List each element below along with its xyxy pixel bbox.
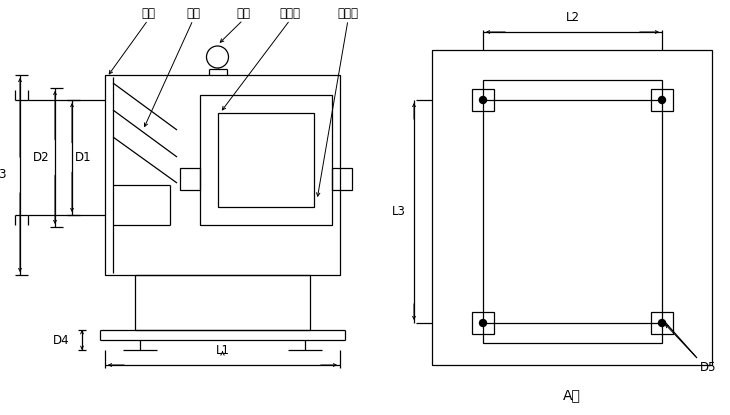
Bar bbox=[472, 89, 494, 111]
Text: 风筒: 风筒 bbox=[141, 7, 155, 20]
Bar bbox=[135, 275, 310, 330]
Circle shape bbox=[658, 320, 666, 327]
Text: D4: D4 bbox=[53, 334, 70, 347]
Bar bbox=[651, 89, 673, 111]
Bar bbox=[105, 75, 340, 275]
Bar bbox=[472, 312, 494, 334]
Circle shape bbox=[480, 97, 486, 103]
Bar bbox=[200, 95, 332, 225]
Bar bbox=[432, 50, 712, 365]
Bar bbox=[332, 168, 352, 190]
Text: D5: D5 bbox=[700, 361, 717, 374]
Circle shape bbox=[480, 320, 486, 327]
Text: D3: D3 bbox=[0, 168, 7, 181]
Text: 导流片: 导流片 bbox=[280, 7, 301, 20]
Circle shape bbox=[658, 97, 666, 103]
Bar bbox=[483, 80, 662, 343]
Text: L1: L1 bbox=[215, 344, 229, 357]
Text: D2: D2 bbox=[34, 151, 50, 164]
Text: L2: L2 bbox=[566, 11, 580, 24]
Text: D1: D1 bbox=[75, 151, 92, 164]
Text: A向: A向 bbox=[563, 388, 581, 402]
Text: 电动机: 电动机 bbox=[337, 7, 358, 20]
Text: L3: L3 bbox=[392, 205, 406, 218]
Bar bbox=[651, 312, 673, 334]
Bar bbox=[218, 113, 314, 207]
Bar bbox=[180, 168, 200, 190]
Text: 吹环: 吹环 bbox=[236, 7, 250, 20]
Text: 叶轮: 叶轮 bbox=[186, 7, 200, 20]
